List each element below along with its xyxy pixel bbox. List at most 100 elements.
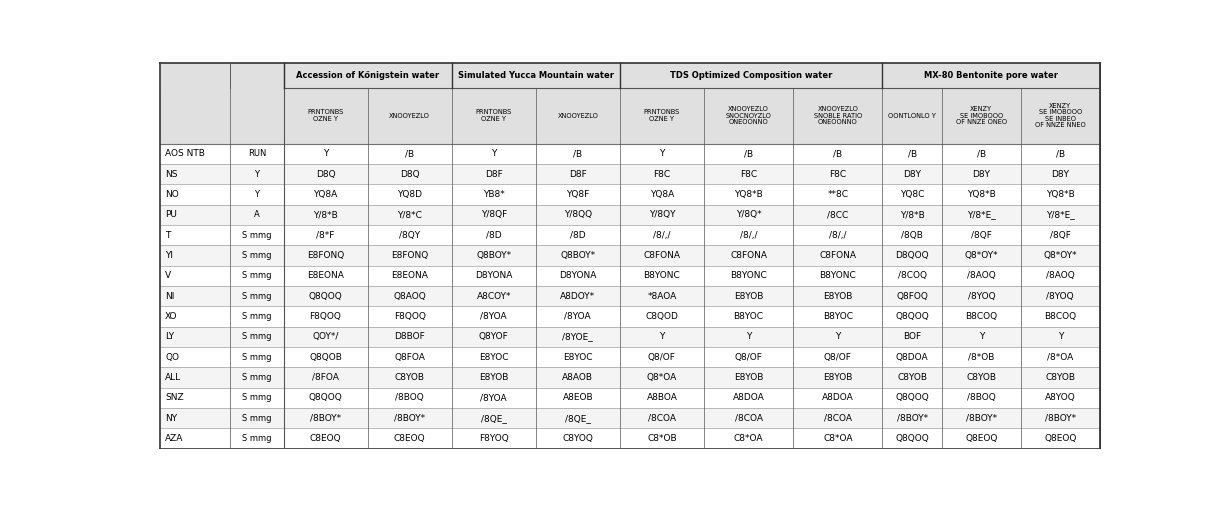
Text: D8Y: D8Y	[903, 170, 921, 179]
Text: Y/8Q*: Y/8Q*	[736, 210, 762, 219]
Text: E8EONA: E8EONA	[391, 271, 428, 280]
Text: /8YOQ: /8YOQ	[967, 292, 996, 300]
Text: F8QOQ: F8QOQ	[394, 312, 426, 321]
Text: BOF: BOF	[903, 332, 921, 341]
Text: S mmg: S mmg	[242, 393, 272, 402]
Text: Y: Y	[254, 170, 259, 179]
Text: Q8*OY*: Q8*OY*	[1043, 251, 1077, 260]
Text: /8/,/: /8/,/	[829, 231, 846, 240]
Text: E8FONQ: E8FONQ	[391, 251, 428, 260]
Text: OONTLONLO Y: OONTLONLO Y	[888, 113, 936, 119]
Text: Y/8QF: Y/8QF	[481, 210, 506, 219]
Text: /8QF: /8QF	[971, 231, 992, 240]
Text: Y: Y	[323, 149, 328, 158]
Text: /B: /B	[833, 149, 843, 158]
Text: Q8QOQ: Q8QOQ	[895, 393, 929, 402]
Text: NI: NI	[165, 292, 175, 300]
Text: XNOOYEZLO
SNOBLE RATIO
ONEOONNO: XNOOYEZLO SNOBLE RATIO ONEOONNO	[813, 106, 862, 125]
Text: XENZY
SE IMOBOOO
OF NNZE ONEO: XENZY SE IMOBOOO OF NNZE ONEO	[955, 106, 1007, 125]
Text: XENZY
SE IMOBOOO
SE INBEO
OF NNZE NNEO: XENZY SE IMOBOOO SE INBEO OF NNZE NNEO	[1035, 103, 1086, 128]
Text: A8BOA: A8BOA	[647, 393, 678, 402]
Text: C8FONA: C8FONA	[643, 251, 680, 260]
Text: Y/8*B: Y/8*B	[900, 210, 925, 219]
Bar	[160, 225, 1099, 245]
Text: Y: Y	[659, 149, 664, 158]
Text: /8FOA: /8FOA	[312, 373, 339, 382]
Text: YQ8C: YQ8C	[900, 190, 925, 199]
Text: D8Q: D8Q	[400, 170, 419, 179]
Text: /8BOY*: /8BOY*	[309, 414, 341, 423]
Text: T: T	[165, 231, 170, 240]
Bar	[160, 327, 1099, 347]
Text: F8C: F8C	[740, 170, 757, 179]
Text: S mmg: S mmg	[242, 251, 272, 260]
Bar	[160, 388, 1099, 408]
Text: A8DOA: A8DOA	[822, 393, 854, 402]
Text: XNOOYEZLO
SNOCNOYZLO
ONEOONNO: XNOOYEZLO SNOCNOYZLO ONEOONNO	[725, 106, 772, 125]
Text: Y: Y	[978, 332, 985, 341]
Bar	[160, 205, 1099, 225]
Bar	[160, 408, 1099, 428]
Text: Q8/OF: Q8/OF	[735, 352, 762, 362]
Text: YQ8F: YQ8F	[566, 190, 589, 199]
Text: Q8QOQ: Q8QOQ	[895, 312, 929, 321]
Text: /8COA: /8COA	[824, 414, 851, 423]
Text: A8YOQ: A8YOQ	[1044, 393, 1076, 402]
Text: S mmg: S mmg	[242, 312, 272, 321]
Bar	[160, 184, 1099, 205]
Text: E8YOC: E8YOC	[479, 352, 509, 362]
Text: A8DOY*: A8DOY*	[560, 292, 596, 300]
Text: NO: NO	[165, 190, 179, 199]
Text: D8BOF: D8BOF	[394, 332, 426, 341]
Text: B8YOC: B8YOC	[823, 312, 852, 321]
Text: C8FONA: C8FONA	[730, 251, 767, 260]
Text: Y/8*E_: Y/8*E_	[967, 210, 996, 219]
Text: F8YOQ: F8YOQ	[479, 434, 509, 443]
Text: /8*OA: /8*OA	[1047, 352, 1074, 362]
Bar	[160, 286, 1099, 307]
Text: PRNTONBS
OZNE Y: PRNTONBS OZNE Y	[476, 110, 512, 122]
Text: Q8*OY*: Q8*OY*	[965, 251, 998, 260]
Text: /B: /B	[907, 149, 917, 158]
Text: Q8/OF: Q8/OF	[824, 352, 851, 362]
Text: /8YOE_: /8YOE_	[563, 332, 593, 341]
Text: /8AOQ: /8AOQ	[967, 271, 996, 280]
Text: C8YOB: C8YOB	[898, 373, 927, 382]
Text: NS: NS	[165, 170, 177, 179]
Text: /8COQ: /8COQ	[898, 271, 927, 280]
Text: /8AOQ: /8AOQ	[1046, 271, 1075, 280]
Text: /8BOY*: /8BOY*	[1044, 414, 1076, 423]
Text: B8YONC: B8YONC	[643, 271, 680, 280]
Text: B8YOC: B8YOC	[734, 312, 763, 321]
Text: F8C: F8C	[653, 170, 670, 179]
Text: YQ8*B: YQ8*B	[734, 190, 763, 199]
Text: Accession of Königstein water: Accession of Königstein water	[296, 71, 439, 80]
Text: F8QOQ: F8QOQ	[309, 312, 341, 321]
Text: Y/8*B: Y/8*B	[313, 210, 338, 219]
Text: Q8FOA: Q8FOA	[394, 352, 426, 362]
Bar	[160, 266, 1099, 286]
Text: /8D: /8D	[570, 231, 586, 240]
Text: C8EOQ: C8EOQ	[309, 434, 341, 443]
Text: C8EOQ: C8EOQ	[394, 434, 426, 443]
Text: RUN: RUN	[248, 149, 267, 158]
Text: C8FONA: C8FONA	[819, 251, 856, 260]
Text: /8*F: /8*F	[317, 231, 335, 240]
Text: E8YOC: E8YOC	[563, 352, 593, 362]
Text: Q8*OA: Q8*OA	[647, 373, 678, 382]
Text: E8YOB: E8YOB	[479, 373, 509, 382]
Text: Q8EOQ: Q8EOQ	[965, 434, 998, 443]
Text: V: V	[165, 271, 171, 280]
Text: /8YOA: /8YOA	[481, 393, 508, 402]
Text: B8YONC: B8YONC	[730, 271, 767, 280]
Text: AOS NTB: AOS NTB	[165, 149, 205, 158]
Text: Y/8*E_: Y/8*E_	[1046, 210, 1075, 219]
Text: /8COA: /8COA	[648, 414, 676, 423]
Text: **8C: **8C	[827, 190, 849, 199]
Text: TDS Optimized Composition water: TDS Optimized Composition water	[670, 71, 833, 80]
Text: C8QOD: C8QOD	[646, 312, 679, 321]
Text: MX-80 Bentonite pore water: MX-80 Bentonite pore water	[925, 71, 1058, 80]
Text: Simulated Yucca Mountain water: Simulated Yucca Mountain water	[457, 71, 614, 80]
Text: *8AOA: *8AOA	[647, 292, 676, 300]
Text: Y: Y	[254, 190, 259, 199]
